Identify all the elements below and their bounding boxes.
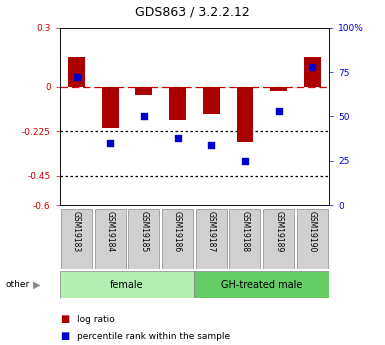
Text: GDS863 / 3.2.2.12: GDS863 / 3.2.2.12 [135, 5, 250, 18]
Bar [60, 271, 194, 298]
Point [174, 135, 181, 140]
Point [141, 114, 147, 119]
Point [242, 158, 248, 164]
Bar [304, 57, 321, 87]
Bar [229, 209, 260, 269]
Text: GSM19183: GSM19183 [72, 210, 81, 252]
Text: GSM19186: GSM19186 [173, 210, 182, 252]
Bar [102, 87, 119, 128]
Text: ■: ■ [60, 332, 69, 341]
Bar [270, 87, 287, 91]
Text: female: female [110, 280, 144, 289]
Bar [194, 271, 329, 298]
Bar [129, 209, 159, 269]
Text: GSM19189: GSM19189 [274, 210, 283, 252]
Point [74, 75, 80, 80]
Text: GSM19190: GSM19190 [308, 210, 317, 252]
Text: GH-treated male: GH-treated male [221, 280, 303, 289]
Text: ▶: ▶ [33, 280, 40, 289]
Text: percentile rank within the sample: percentile rank within the sample [77, 332, 230, 341]
Text: GSM19184: GSM19184 [106, 210, 115, 252]
Text: log ratio: log ratio [77, 315, 115, 324]
Bar [203, 87, 220, 115]
Bar [297, 209, 328, 269]
Point [309, 64, 315, 69]
Bar [136, 87, 152, 95]
Bar [236, 87, 253, 142]
Bar [169, 87, 186, 120]
Bar [263, 209, 294, 269]
Point [276, 108, 282, 114]
Bar [61, 209, 92, 269]
Bar [196, 209, 227, 269]
Text: GSM19187: GSM19187 [207, 210, 216, 252]
Bar [95, 209, 126, 269]
Bar [68, 57, 85, 87]
Point [107, 140, 113, 146]
Text: GSM19188: GSM19188 [241, 210, 249, 252]
Text: GSM19185: GSM19185 [139, 210, 148, 252]
Bar [162, 209, 193, 269]
Point [208, 142, 214, 148]
Text: other: other [6, 280, 30, 289]
Text: ■: ■ [60, 314, 69, 324]
